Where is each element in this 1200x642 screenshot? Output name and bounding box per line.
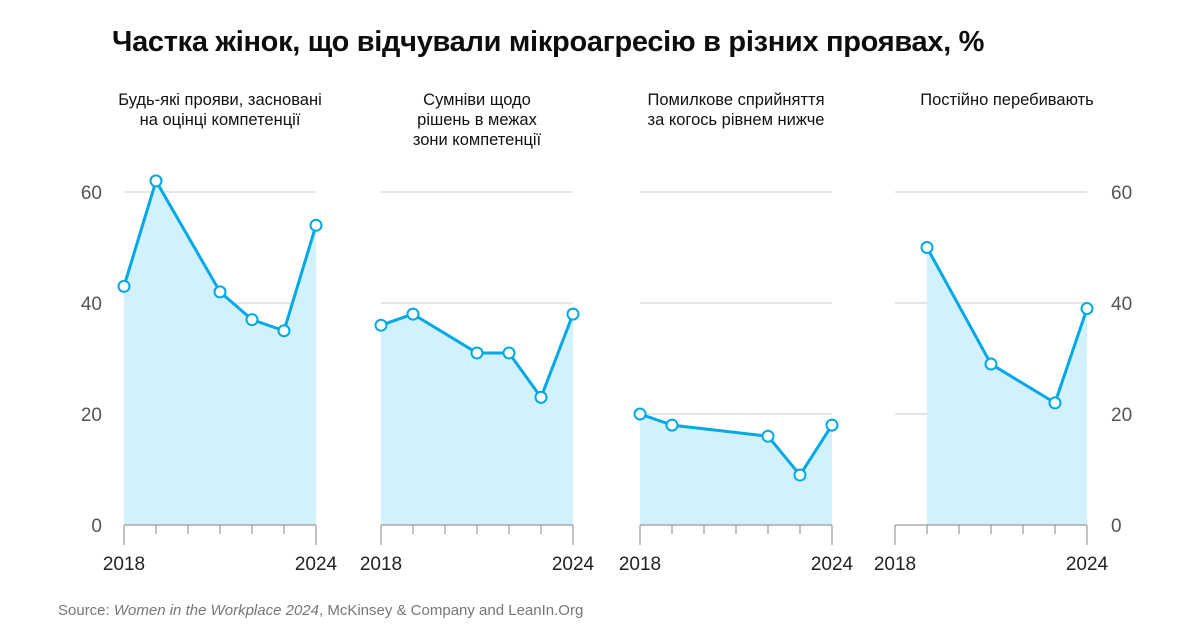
x-tick-label-2024: 2024 [552,554,595,575]
data-point-2018 [633,407,647,421]
y-tick-label-right-40: 40 [1111,294,1132,315]
data-point-2019 [920,241,934,254]
data-point-2021 [984,357,998,371]
series-line-panel-4 [925,246,1089,405]
source-report-title: Women in the Workplace 2024 [113,602,319,619]
data-point-2018 [117,279,131,293]
panel-title-competence-based: Будь-які прояви, засновані на оцінці ком… [90,90,350,130]
panel-title-line: за когось рівнем нижче [647,111,825,129]
data-point-2018 [374,318,388,332]
panel-title-line: Будь-які прояви, засновані [118,91,322,109]
source-suffix: , McKinsey & Company and LeanIn.Org [318,602,584,619]
area-fill-panel-2 [381,314,573,525]
data-point-2022 [761,429,775,443]
data-point-2021 [470,346,484,360]
area-fill-panel-3 [640,414,832,525]
data-point-2022 [502,346,516,360]
panel-title-line: на оцінці компетенції [139,111,301,129]
data-point-2021 [213,285,227,299]
panel-title-mistaken-lower-level: Помилкове сприйняття за когось рівнем ни… [606,90,866,130]
x-tick-label-2018: 2018 [874,554,916,575]
data-point-2024 [825,418,839,432]
data-point-2023 [277,324,291,338]
panel-title-line: Сумніви щодо [423,91,531,109]
panel-title-line: рішень в межах [417,111,537,129]
source-note: Source: Women in the Workplace 2024, McK… [58,602,583,619]
data-point-2023 [1048,396,1062,410]
x-tick-label-2024: 2024 [811,554,854,575]
data-point-2019 [665,418,679,432]
data-point-2023 [534,390,548,404]
panel-title-line: Помилкове сприйняття [647,91,825,109]
panel-title-doubted-decisions: Сумніви щодо рішень в межах зони компете… [347,90,607,150]
area-fill-panel-4 [927,247,1087,525]
y-tick-label-left-20: 20 [81,405,102,426]
panel-title-interrupted: Постійно перебивають [877,90,1137,110]
data-point-2023 [793,468,807,482]
data-point-2024 [1080,302,1094,316]
y-tick-label-right-0: 0 [1111,516,1122,537]
area-fill-panel-1 [124,180,316,525]
data-point-2019 [149,174,163,188]
chart-title: Частка жінок, що відчували мікроагресію … [112,26,985,58]
y-tick-label-right-60: 60 [1111,183,1132,204]
data-point-2019 [406,307,420,321]
y-tick-label-left-60: 60 [81,183,102,204]
x-tick-label-2024: 2024 [295,554,338,575]
area-fill-layer [124,180,1087,525]
series-line-panel-1 [122,179,318,333]
source-prefix: Source: [58,602,114,619]
x-tick-label-2018: 2018 [619,554,661,575]
data-point-2022 [245,313,259,327]
x-tick-label-2018: 2018 [103,554,145,575]
y-tick-label-left-0: 0 [91,516,102,537]
x-tick-label-2024: 2024 [1066,554,1109,575]
y-tick-label-left-40: 40 [81,294,102,315]
point-layer [117,174,1094,482]
data-point-2024 [309,218,323,232]
x-axis-layer [123,524,1088,545]
y-tick-label-right-20: 20 [1111,405,1132,426]
panel-title-line: зони компетенції [412,131,542,149]
x-tick-label-2018: 2018 [360,554,402,575]
panel-title-line: Постійно перебивають [920,91,1094,109]
data-point-2024 [566,307,580,321]
